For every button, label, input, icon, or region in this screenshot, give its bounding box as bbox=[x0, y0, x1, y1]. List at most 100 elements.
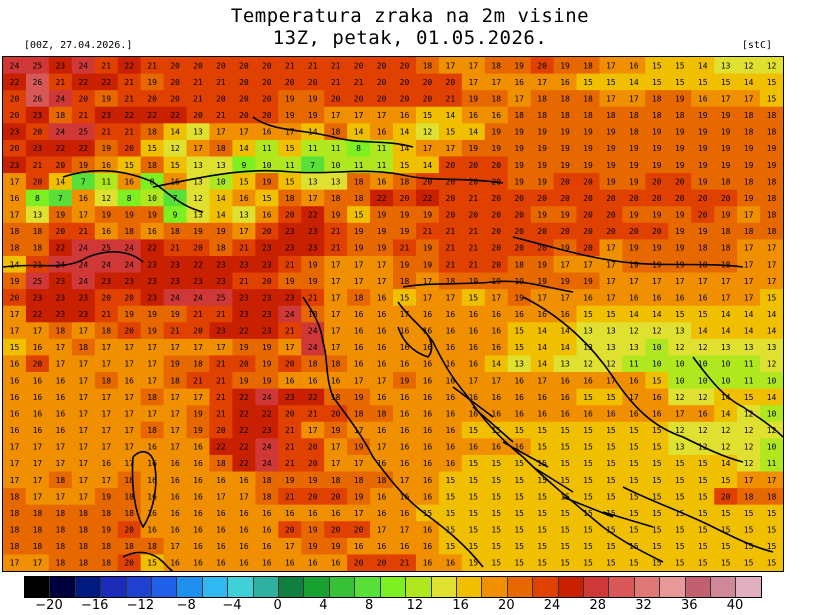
temperature-cell bbox=[393, 554, 417, 571]
temperature-cell bbox=[691, 289, 715, 307]
temperature-value: 16 bbox=[491, 393, 501, 402]
temperature-value: 17 bbox=[606, 260, 616, 269]
temperature-value: 20 bbox=[262, 61, 272, 70]
temperature-cell bbox=[94, 255, 119, 274]
temperature-value: 21 bbox=[446, 244, 456, 253]
temperature-value: 19 bbox=[514, 128, 524, 137]
temperature-value: 16 bbox=[147, 476, 157, 485]
temperature-value: 19 bbox=[101, 526, 111, 535]
temperature-cell bbox=[48, 338, 73, 357]
temperature-value: 16 bbox=[354, 327, 364, 336]
temperature-cell bbox=[507, 206, 532, 224]
temperature-value: 18 bbox=[285, 194, 295, 203]
temperature-value: 15 bbox=[491, 509, 501, 518]
temperature-cell bbox=[507, 90, 532, 108]
temperature-value: 20 bbox=[537, 61, 547, 70]
temperature-value: 22 bbox=[239, 393, 249, 402]
temperature-cell bbox=[163, 239, 188, 257]
temperature-cell bbox=[48, 156, 73, 174]
temperature-cell bbox=[117, 554, 142, 571]
temperature-cell bbox=[48, 388, 73, 406]
temperature-cell bbox=[209, 372, 234, 390]
temperature-value: 15 bbox=[537, 459, 547, 468]
temperature-value: 16 bbox=[170, 559, 180, 568]
temperature-value: 24 bbox=[262, 393, 272, 402]
temperature-value: 15 bbox=[124, 161, 134, 170]
temperature-value: 16 bbox=[193, 559, 203, 568]
temperature-value: 17 bbox=[744, 260, 754, 269]
temperature-value: 17 bbox=[78, 476, 88, 485]
temperature-cell bbox=[599, 206, 624, 224]
legend-swatch bbox=[152, 577, 178, 597]
temperature-cell bbox=[301, 405, 325, 423]
temperature-cell bbox=[484, 289, 509, 307]
temperature-value: 19 bbox=[698, 111, 708, 120]
temperature-value: 20 bbox=[698, 211, 708, 220]
legend-swatch bbox=[75, 577, 102, 597]
temperature-value: 18 bbox=[514, 111, 524, 120]
temperature-value: 17 bbox=[33, 327, 43, 336]
temperature-value: 13 bbox=[239, 211, 249, 220]
temperature-value: 7 bbox=[81, 177, 86, 186]
temperature-value: 16 bbox=[239, 509, 249, 518]
temperature-value: 17 bbox=[606, 61, 616, 70]
temperature-value: 16 bbox=[514, 310, 524, 319]
temperature-cell bbox=[737, 106, 761, 124]
temperature-cell bbox=[48, 322, 73, 340]
temperature-cell bbox=[163, 139, 188, 158]
temperature-value: 20 bbox=[262, 94, 272, 103]
temperature-cell bbox=[415, 405, 440, 423]
temperature-value: 16 bbox=[629, 293, 639, 302]
temperature-value: 15 bbox=[491, 526, 501, 535]
temperature-value: 14 bbox=[744, 78, 754, 87]
temperature-value: 24 bbox=[285, 310, 295, 319]
temperature-value: 25 bbox=[78, 128, 88, 137]
temperature-value: 21 bbox=[468, 227, 478, 236]
temperature-cell bbox=[232, 537, 256, 556]
temperature-cell bbox=[645, 322, 669, 340]
temperature-cell bbox=[737, 504, 761, 522]
temperature-cell bbox=[347, 305, 371, 323]
temperature-value: 12 bbox=[193, 194, 203, 203]
temperature-value: 17 bbox=[721, 94, 731, 103]
temperature-value: 15 bbox=[767, 526, 777, 535]
temperature-cell bbox=[255, 471, 279, 489]
legend-swatch bbox=[380, 577, 407, 597]
temperature-value: 15 bbox=[423, 509, 433, 518]
temperature-value: 18 bbox=[170, 376, 180, 385]
temperature-cell bbox=[117, 57, 142, 75]
temperature-cell bbox=[393, 222, 417, 240]
temperature-cell bbox=[25, 454, 50, 473]
temperature-value: 16 bbox=[583, 409, 593, 418]
temperature-cell bbox=[576, 421, 601, 439]
temperature-value: 19 bbox=[606, 161, 616, 170]
temperature-cell bbox=[209, 90, 234, 108]
temperature-cell bbox=[760, 123, 783, 141]
temperature-value: 10 bbox=[652, 360, 662, 369]
temperature-value: 16 bbox=[308, 559, 318, 568]
temperature-value: 15 bbox=[652, 542, 662, 551]
temperature-value: 15 bbox=[583, 542, 593, 551]
temperature-cell bbox=[370, 504, 394, 522]
temperature-cell bbox=[553, 405, 578, 423]
temperature-cell bbox=[186, 471, 211, 489]
temperature-value: 19 bbox=[377, 244, 387, 253]
temperature-cell bbox=[530, 372, 555, 390]
temperature-value: 16 bbox=[537, 409, 547, 418]
temperature-value: 16 bbox=[400, 542, 410, 551]
temperature-value: 14 bbox=[698, 327, 708, 336]
temperature-value: 18 bbox=[262, 492, 272, 501]
temperature-cell bbox=[691, 57, 715, 75]
temperature-value: 17 bbox=[239, 128, 249, 137]
temperature-value: 18 bbox=[56, 526, 66, 535]
temperature-cell bbox=[622, 289, 646, 307]
temperature-value: 17 bbox=[629, 277, 639, 286]
temperature-value: 13 bbox=[721, 61, 731, 70]
temperature-value: 18 bbox=[767, 211, 777, 220]
temperature-value: 15 bbox=[491, 542, 501, 551]
temperature-value: 11 bbox=[308, 144, 318, 153]
temperature-cell bbox=[278, 206, 302, 224]
temperature-value: 14 bbox=[767, 327, 777, 336]
temperature-cell bbox=[507, 305, 532, 323]
temperature-value: 16 bbox=[331, 509, 341, 518]
